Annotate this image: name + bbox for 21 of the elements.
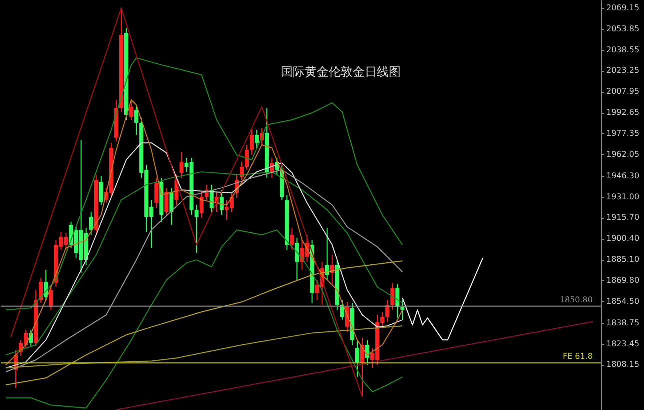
y-tick-label: 1808.15 <box>606 360 640 370</box>
y-tick-label: 1823.45 <box>606 339 640 348</box>
y-tick-label: 1869.80 <box>606 276 640 285</box>
y-tick-label: 1946.30 <box>606 171 640 180</box>
y-tick-label: 1900.40 <box>606 234 640 244</box>
y-tick-label: 1931.00 <box>606 192 640 202</box>
y-tick-label: 1992.65 <box>606 108 640 118</box>
y-tick-label: 2069.15 <box>606 3 640 12</box>
y-tick-label: 1977.35 <box>606 128 640 138</box>
y-tick-label: 2007.95 <box>606 87 640 96</box>
y-tick-label: 1838.75 <box>606 318 640 328</box>
y-tick-label: 2038.55 <box>606 45 640 54</box>
ref-line-label: 1850.80 <box>560 295 593 304</box>
y-tick-label: 2023.25 <box>606 66 640 76</box>
y-tick-label: 1962.05 <box>606 150 640 159</box>
y-tick-label: 1915.70 <box>606 213 640 222</box>
y-tick-label: 2053.85 <box>606 24 640 34</box>
text: 国际黄金伦敦金日线图 <box>281 65 401 79</box>
ref-line-label: FE 61.8 <box>562 352 593 362</box>
y-tick-label: 1885.10 <box>606 255 640 264</box>
y-tick-label: 1854.50 <box>606 296 640 306</box>
